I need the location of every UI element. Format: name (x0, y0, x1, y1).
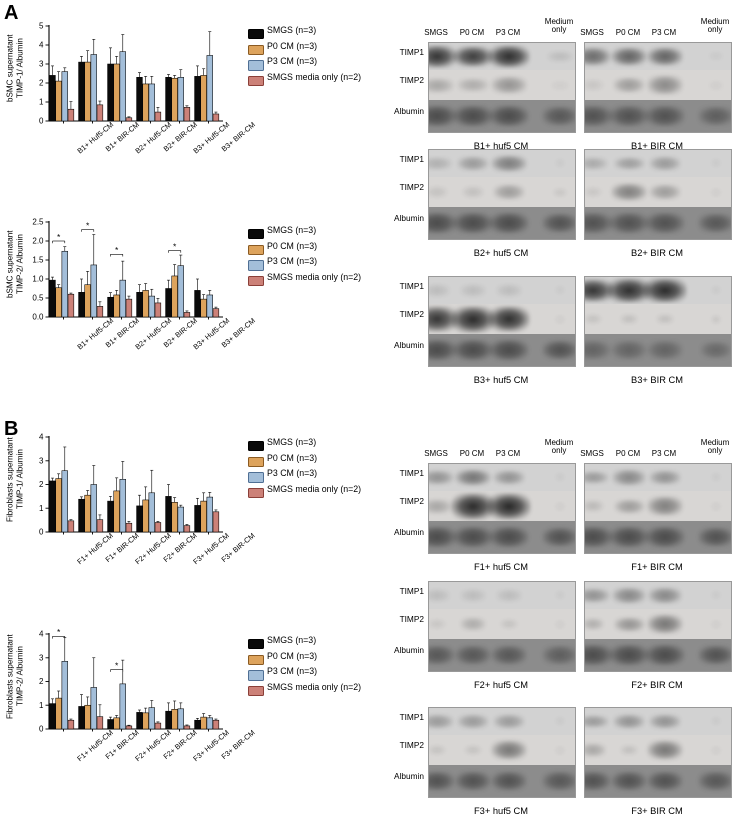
svg-text:0.0: 0.0 (32, 313, 44, 322)
svg-text:0.5: 0.5 (32, 294, 44, 303)
svg-text:2.0: 2.0 (32, 237, 44, 246)
svg-text:3: 3 (39, 456, 44, 465)
svg-text:1: 1 (39, 701, 44, 710)
svg-text:2: 2 (39, 79, 44, 88)
svg-text:0: 0 (39, 725, 44, 734)
svg-text:4: 4 (39, 41, 44, 50)
svg-text:*: * (57, 627, 61, 637)
svg-text:4: 4 (39, 433, 44, 442)
svg-text:0: 0 (39, 528, 44, 537)
svg-text:4: 4 (39, 630, 44, 639)
svg-text:1.5: 1.5 (32, 256, 44, 265)
svg-text:1: 1 (39, 504, 44, 513)
svg-text:3: 3 (39, 653, 44, 662)
svg-text:3: 3 (39, 60, 44, 69)
svg-text:*: * (86, 220, 90, 230)
svg-text:*: * (57, 232, 61, 242)
svg-text:2: 2 (39, 480, 44, 489)
svg-text:0: 0 (39, 117, 44, 126)
svg-text:1.0: 1.0 (32, 275, 44, 284)
svg-text:2: 2 (39, 677, 44, 686)
svg-text:5: 5 (39, 22, 44, 31)
svg-text:*: * (115, 660, 119, 670)
svg-text:*: * (173, 241, 177, 251)
svg-text:2.5: 2.5 (32, 218, 44, 227)
svg-text:1: 1 (39, 98, 44, 107)
svg-text:*: * (115, 245, 119, 255)
